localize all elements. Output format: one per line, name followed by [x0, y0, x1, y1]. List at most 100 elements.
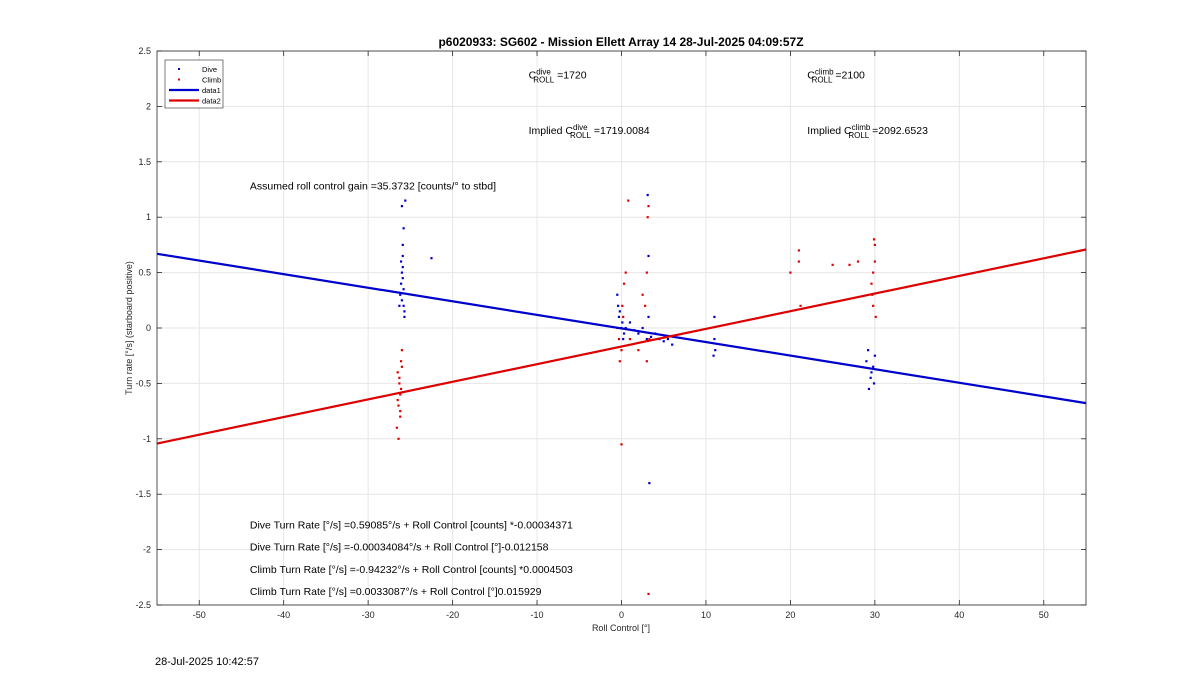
dive-point: [402, 288, 405, 291]
climb-point: [396, 371, 399, 374]
dive-point: [402, 227, 405, 230]
dive-point: [671, 343, 674, 346]
chart-title: p6020933: SG602 - Mission Ellett Array 1…: [438, 35, 803, 49]
y-tick-label: 1: [146, 212, 151, 222]
climb-point: [641, 293, 644, 296]
timestamp-footer: 28-Jul-2025 10:42:57: [155, 656, 259, 668]
climb-point: [644, 304, 647, 307]
climb-point: [400, 349, 404, 352]
legend-marker-climb: [178, 78, 180, 81]
dive-point: [399, 293, 402, 296]
y-tick-label: -1: [143, 434, 151, 444]
x-tick-label: 10: [701, 610, 711, 620]
climb-point: [399, 387, 403, 391]
climb-point: [627, 199, 630, 202]
dive-point: [714, 349, 717, 352]
climb-point: [797, 249, 800, 252]
dive-point: [867, 387, 871, 391]
lines-layer: [156, 248, 1087, 445]
dive-point: [666, 337, 670, 341]
climb-point: [874, 315, 877, 319]
climb-point: [621, 304, 624, 307]
dive-point: [624, 326, 627, 330]
dive-point: [865, 360, 868, 363]
y-tick-label: 0.5: [138, 268, 151, 278]
climb-point: [618, 360, 621, 363]
y-tick-label: -2: [143, 545, 151, 555]
dive-point: [647, 315, 650, 319]
climb-point: [856, 260, 860, 263]
x-tick-label: -20: [446, 610, 459, 620]
dive-point: [404, 199, 407, 202]
dive-point: [648, 482, 651, 485]
climb-point: [399, 360, 403, 363]
climb-point: [647, 205, 650, 208]
climb-point: [400, 365, 404, 368]
climb-point: [645, 271, 648, 274]
climb-point: [399, 410, 402, 413]
climb-point: [399, 393, 402, 396]
dive-point: [399, 260, 403, 263]
dive-point: [872, 365, 875, 368]
climb-point: [617, 337, 621, 341]
climb-point: [872, 238, 876, 241]
climb-point: [870, 282, 873, 285]
dive-point: [870, 371, 873, 374]
dive-point: [398, 304, 401, 307]
climb-point: [395, 426, 398, 429]
y-tick-label: 1.5: [138, 157, 151, 167]
climb-point: [624, 271, 627, 274]
dive-point: [622, 332, 626, 335]
climb-point: [872, 304, 875, 307]
x-tick-label: 20: [785, 610, 795, 620]
dive-point: [430, 257, 433, 260]
y-tick-label: -0.5: [135, 378, 151, 388]
climb-point: [646, 216, 649, 219]
dive-point: [617, 304, 620, 307]
climb-point: [397, 404, 400, 407]
climb-point: [789, 271, 792, 274]
data2-fit-line: [156, 248, 1087, 445]
x-tick-label: 50: [1039, 610, 1049, 620]
climb-point: [397, 437, 400, 440]
dive-point: [617, 315, 621, 319]
dive-point: [400, 205, 404, 208]
annotation-c_climb: Cclimb ROLL =2100: [807, 68, 865, 85]
y-tick-label: 2: [146, 101, 151, 111]
climb-point: [637, 349, 640, 352]
climb-point: [848, 263, 851, 266]
dive-point: [712, 354, 715, 357]
annotation-eq4: Climb Turn Rate [°/s] =0.0033087°/s + Ro…: [250, 586, 542, 598]
dive-point: [647, 254, 650, 258]
x-tick-label: -30: [362, 610, 375, 620]
annotation-implied_dive: Implied Cdive ROLL =1719.0084: [529, 123, 650, 140]
annotation-layer: Cdive ROLL =1720 Cclimb ROLL =2100 Implied C…: [250, 68, 928, 598]
y-tick-label: -1.5: [135, 489, 151, 499]
dive-point: [622, 337, 625, 341]
dive-point: [401, 254, 404, 258]
climb-point: [872, 271, 875, 274]
dive-point: [621, 321, 624, 324]
climb-point: [398, 382, 401, 385]
annotation-c_dive: Cdive ROLL =1720: [529, 68, 587, 85]
dive-point: [618, 310, 621, 313]
dive-point: [713, 337, 716, 341]
x-tick-label: 40: [954, 610, 964, 620]
annotation-eq1: Dive Turn Rate [°/s] =0.59085°/s + Roll …: [250, 520, 573, 532]
climb-point: [622, 315, 625, 319]
dive-point: [401, 265, 404, 269]
climb-point: [620, 443, 623, 446]
x-tick-label: 0: [619, 610, 624, 620]
climb-point: [622, 282, 626, 285]
climb-point: [399, 415, 402, 418]
dive-point: [641, 326, 644, 330]
x-tick-label: 30: [870, 610, 880, 620]
annotation-implied_climb: Implied Cclimb ROLL =2092.6523: [807, 123, 928, 140]
climb-point: [398, 376, 401, 379]
x-tick-label: -40: [277, 610, 290, 620]
dive-point: [399, 282, 403, 285]
climb-point: [831, 263, 834, 266]
dive-point: [616, 293, 619, 296]
